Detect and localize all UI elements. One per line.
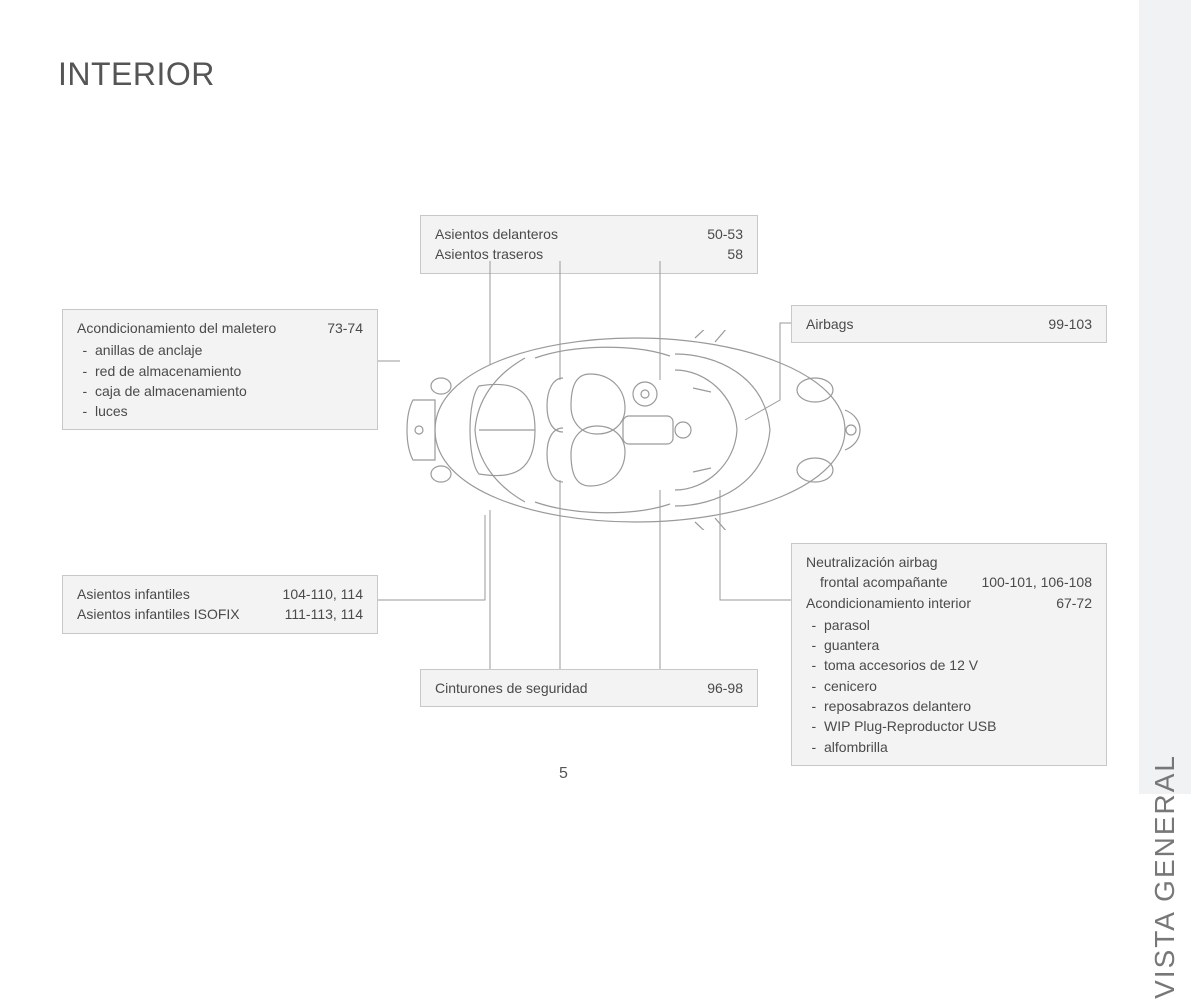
manual-page: INTERIOR VISTA GENERAL 5 Asientos delant…	[0, 0, 1191, 794]
section-label: VISTA GENERAL	[1149, 754, 1181, 999]
callout-trunk-conditioning: Acondicionamiento del maletero73-74anill…	[62, 309, 378, 430]
callout-interior-conditioning: Neutralización airbagfrontal acompañante…	[791, 543, 1107, 766]
page-number: 5	[559, 765, 568, 783]
callout-seatbelts: Cinturones de seguridad96-98	[420, 669, 758, 707]
page-title: INTERIOR	[58, 56, 215, 93]
car-top-view-diagram	[375, 330, 875, 530]
callout-seats: Asientos delanteros50-53Asientos trasero…	[420, 215, 758, 274]
car-outline-svg	[375, 330, 875, 530]
callout-child-seats: Asientos infantiles104-110, 114Asientos …	[62, 575, 378, 634]
side-tab	[1139, 0, 1191, 794]
